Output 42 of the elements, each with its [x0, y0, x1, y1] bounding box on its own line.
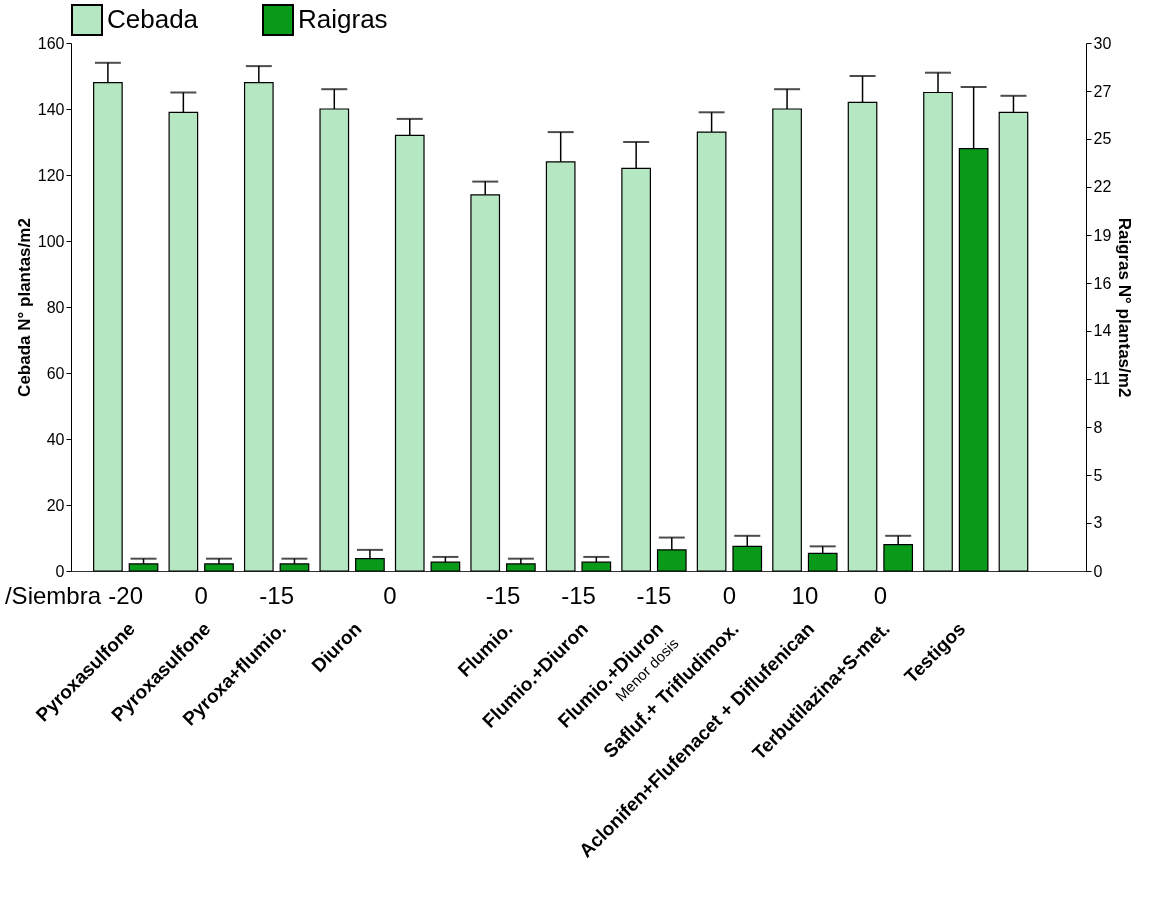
y-tick-label: 0: [55, 562, 65, 580]
y2-tick-label: 22: [1093, 178, 1112, 196]
bar: [204, 563, 234, 572]
y-tick-label: 40: [46, 430, 65, 448]
bar: [506, 563, 536, 572]
y2-tick-label: 25: [1093, 130, 1112, 148]
text: /Siembra: [4, 582, 102, 609]
text: 0: [383, 582, 397, 609]
text: -15: [485, 582, 521, 609]
y-tick-label: 20: [46, 496, 65, 514]
y2-tick-label: 14: [1093, 322, 1112, 340]
y2-tick-label: 27: [1093, 82, 1112, 100]
bar: [430, 561, 461, 572]
bar: [279, 563, 310, 572]
y-axis-title: Cebada N° plantas/m2: [14, 218, 34, 397]
y-tick-label: 60: [46, 364, 65, 382]
y2-tick-label: 19: [1093, 226, 1112, 244]
y-tick-label: 80: [46, 298, 65, 316]
y2-tick-label: 8: [1093, 418, 1103, 436]
text: -15: [259, 582, 294, 609]
text: 0: [873, 582, 888, 609]
text: -15: [561, 582, 596, 609]
y-tick-label: 120: [37, 166, 65, 184]
legend-label: Raigras: [298, 4, 388, 34]
text: 0: [722, 582, 737, 609]
y-tick-label: 100: [37, 232, 65, 250]
y2-tick-label: 0: [1093, 562, 1103, 580]
text: -20: [108, 582, 144, 609]
bar: [581, 561, 612, 572]
text: -15: [636, 582, 672, 609]
legend-label: Cebada: [107, 4, 199, 34]
text: 10: [791, 582, 819, 609]
y-tick-label: 160: [37, 34, 65, 52]
y2-tick-label: 11: [1093, 370, 1111, 388]
text: 0: [194, 582, 208, 609]
y2-axis-title: Raigras N° plantas/m2: [1115, 217, 1135, 398]
y2-tick-label: 3: [1093, 514, 1103, 532]
y2-tick-label: 30: [1093, 34, 1112, 52]
y-tick-label: 140: [37, 100, 65, 118]
y2-tick-label: 16: [1093, 274, 1112, 292]
y2-tick-label: 5: [1093, 466, 1103, 484]
bar: [128, 563, 159, 572]
